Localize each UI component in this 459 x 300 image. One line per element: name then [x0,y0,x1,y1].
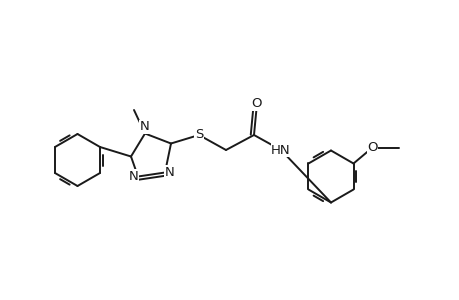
Text: N: N [128,170,138,183]
Text: HN: HN [271,143,290,157]
Text: O: O [251,97,262,110]
Text: N: N [165,166,174,179]
Text: S: S [195,128,203,142]
Text: O: O [366,141,377,154]
Text: N: N [140,121,150,134]
